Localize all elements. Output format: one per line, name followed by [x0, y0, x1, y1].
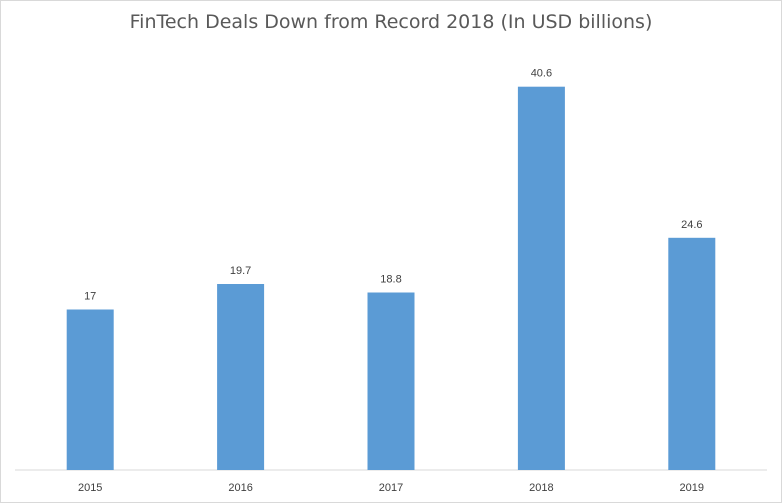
- bar-2018: [517, 86, 565, 470]
- x-tick-label-2017: 2017: [379, 482, 403, 494]
- bar-2017: [367, 292, 415, 470]
- bar-2019: [668, 237, 716, 470]
- x-tick-label-2015: 2015: [78, 482, 102, 494]
- data-label-2015: 17: [84, 291, 96, 303]
- bar-2015: [66, 309, 114, 470]
- data-label-2019: 24.6: [681, 219, 702, 231]
- x-tick-label-2016: 2016: [228, 482, 252, 494]
- chart-title: FinTech Deals Down from Record 2018 (In …: [129, 11, 653, 33]
- bar-2016: [217, 284, 265, 470]
- data-label-2016: 19.7: [230, 265, 251, 277]
- x-tick-label-2019: 2019: [680, 482, 704, 494]
- x-tick-label-2018: 2018: [529, 482, 553, 494]
- data-label-2017: 18.8: [380, 274, 401, 286]
- data-label-2018: 40.6: [531, 68, 552, 80]
